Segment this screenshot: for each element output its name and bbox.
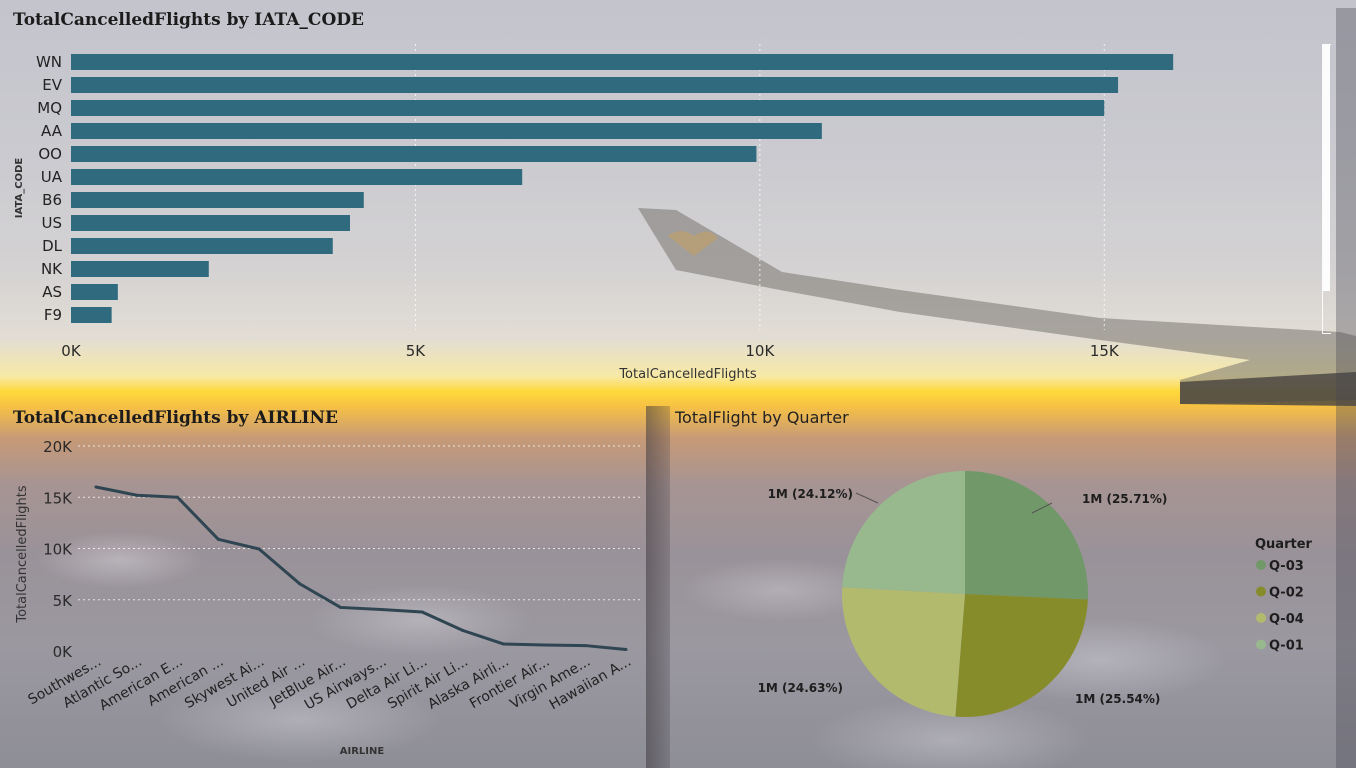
pie-legend-marker: [1256, 639, 1266, 650]
bar-category-label: F9: [44, 306, 62, 324]
line-ytick-label: 15K: [43, 489, 73, 507]
pie-chart-title: TotalFlight by Quarter: [675, 408, 849, 427]
pie-legend-item: Q-03: [1269, 559, 1304, 574]
bar-category-label: DL: [42, 237, 63, 255]
pie-legend-item: Q-02: [1269, 586, 1304, 601]
bar-category-label: OO: [38, 145, 62, 163]
pie-leader-line: [855, 492, 879, 504]
bar-chart-title: TotalCancelledFlights by IATA_CODE: [13, 10, 364, 30]
pie-legend-item: Q-01: [1269, 639, 1304, 654]
line-point: [176, 495, 180, 499]
bar-category-label: MQ: [37, 99, 62, 117]
bar-yaxis-title: IATA_CODE: [14, 158, 25, 219]
line-point: [135, 493, 139, 497]
pie-slice-q-03: [965, 471, 1088, 600]
line-yaxis-title: TotalCancelledFlights: [15, 485, 30, 624]
line-point: [379, 607, 383, 611]
bar-ua: [71, 169, 523, 185]
pie-legend-marker: [1256, 613, 1266, 623]
pie-data-label: 1M (25.54%): [1075, 692, 1160, 706]
line-ytick-label: 5K: [53, 592, 74, 610]
line-point: [216, 537, 220, 541]
pie-leader-line: [1031, 502, 1053, 514]
line-point: [257, 547, 261, 551]
line-ytick-label: 20K: [43, 438, 73, 456]
bar-nk: [71, 261, 209, 277]
bar-category-label: US: [41, 214, 62, 232]
line-point: [624, 647, 628, 651]
pie-slice-q-04: [842, 587, 965, 717]
bar-category-label: UA: [41, 168, 63, 186]
bar-oo: [71, 146, 757, 162]
bar-chart: 0K 5K 10K 15K WN EV MQ AA OO UA B6 US DL NK AS F9 TotalC…: [14, 44, 1174, 382]
line-point: [94, 485, 98, 489]
pie-legend-item: Q-04: [1269, 612, 1304, 627]
line-ytick-label: 0K: [53, 643, 74, 661]
bar-as: [71, 284, 118, 300]
line-series-cancelled: [95, 485, 627, 651]
chart-scrollbar[interactable]: [1322, 44, 1331, 334]
bar-category-label: AS: [42, 283, 62, 301]
pie-data-label: 1M (25.71%): [1082, 492, 1167, 506]
pie-slice-q-01: [842, 471, 965, 594]
line-point: [298, 582, 302, 586]
cloud-background: [0, 440, 1356, 768]
bar-xaxis-title: TotalCancelledFlights: [618, 367, 757, 382]
right-edge-shade: [1336, 8, 1356, 768]
bar-xtick-label: 10K: [745, 342, 775, 360]
line-point: [583, 644, 587, 648]
line-chart-title: TotalCancelledFlights by AIRLINE: [13, 408, 338, 428]
bar-category-label: EV: [42, 76, 62, 94]
bar-dl: [71, 238, 333, 254]
pie-legend-title: Quarter: [1255, 537, 1313, 552]
bar-xtick-label: 5K: [406, 342, 427, 360]
pie-chart: 1M (25.71%) 1M (25.54%) 1M (24.63%) 1M (24.…: [758, 471, 1313, 717]
pie-legend-marker: [1256, 560, 1266, 570]
bar-aa: [71, 123, 822, 139]
line-point: [339, 605, 343, 609]
bar-category-label: AA: [41, 122, 63, 140]
panel-divider: [646, 406, 670, 768]
bar-xtick-label: 0K: [61, 342, 82, 360]
bar-ev: [71, 77, 1119, 93]
line-chart-panel[interactable]: TotalCancelledFlights by AIRLINE 0K 5K 10K…: [8, 406, 646, 762]
bar-category-label: WN: [36, 53, 62, 71]
pie-data-label: 1M (24.63%): [758, 681, 843, 695]
line-point: [502, 642, 506, 646]
bar-us: [71, 215, 350, 231]
bar-f9: [71, 307, 112, 323]
pie-slice-q-02: [955, 594, 1088, 717]
bar-category-label: NK: [41, 260, 63, 278]
line-point: [420, 610, 424, 614]
line-point: [461, 629, 465, 632]
bar-b6: [71, 192, 364, 208]
pie-legend-marker: [1256, 586, 1266, 597]
bar-mq: [71, 100, 1105, 116]
bar-wn: [71, 54, 1174, 70]
line-ytick-label: 10K: [43, 541, 73, 559]
line-point: [542, 643, 546, 647]
bar-xtick-label: 15K: [1090, 342, 1120, 360]
bar-chart-panel[interactable]: TotalCancelledFlights by IATA_CODE 0K 5K 1…: [8, 8, 1336, 388]
pie-data-label: 1M (24.12%): [768, 487, 853, 501]
scrollbar-thumb[interactable]: [1323, 45, 1330, 291]
pie-chart-panel[interactable]: TotalFlight by Quarter 1M (25.71%) 1M (25…: [670, 406, 1334, 762]
bar-category-label: B6: [42, 191, 62, 209]
line-xaxis-title: AIRLINE: [340, 746, 385, 757]
